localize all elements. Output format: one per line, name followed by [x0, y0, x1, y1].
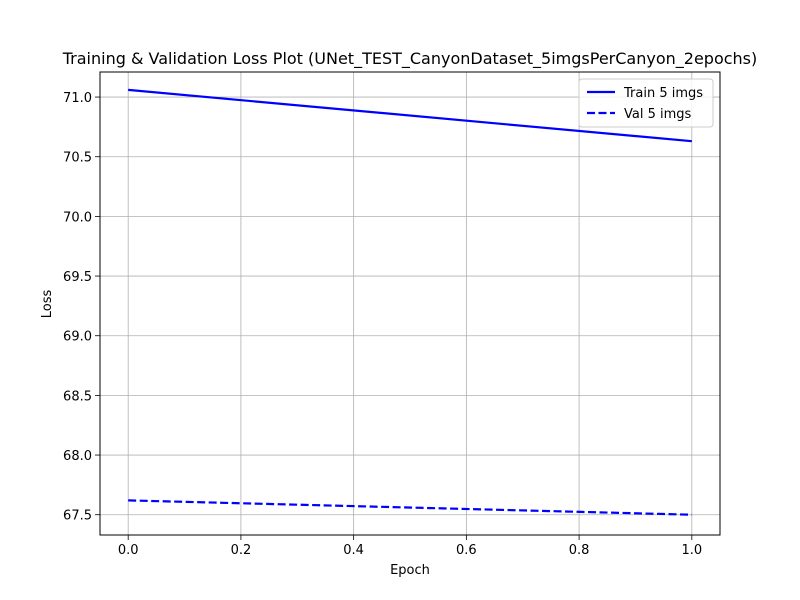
- y-tick-label: 70.5: [63, 151, 92, 166]
- axis-ticks: 0.0 0.2 0.4 0.6 0.8 1.0 67.5 68.0 68.5 69.0 69.5 70…: [63, 91, 702, 558]
- grid: [100, 72, 720, 535]
- series-lines: [128, 88, 692, 516]
- x-tick-label: 0.8: [569, 543, 590, 558]
- legend: Train 5 imgs Val 5 imgs: [578, 78, 714, 128]
- plot-frame: [99, 71, 721, 536]
- y-tick-label: 68.5: [63, 389, 92, 404]
- legend-label: Val 5 imgs: [624, 107, 692, 122]
- x-tick-label: 0.2: [231, 543, 252, 558]
- series-line-val: [128, 499, 692, 516]
- x-axis-label: Epoch: [390, 563, 430, 578]
- y-tick-label: 67.5: [63, 509, 92, 524]
- x-tick-label: 0.6: [456, 543, 477, 558]
- legend-label: Train 5 imgs: [623, 86, 703, 101]
- chart-title: Training & Validation Loss Plot (UNet_TE…: [62, 49, 758, 69]
- y-axis-label: Loss: [40, 290, 55, 319]
- y-tick-label: 68.0: [63, 449, 92, 464]
- x-tick-label: 1.0: [681, 543, 702, 558]
- y-tick-label: 71.0: [63, 91, 92, 106]
- x-tick-label: 0.4: [343, 543, 364, 558]
- y-tick-label: 69.5: [63, 270, 92, 285]
- y-tick-label: 69.0: [63, 330, 92, 345]
- series-line-train: [128, 88, 692, 143]
- x-tick-label: 0.0: [118, 543, 139, 558]
- y-tick-label: 70.0: [63, 210, 92, 225]
